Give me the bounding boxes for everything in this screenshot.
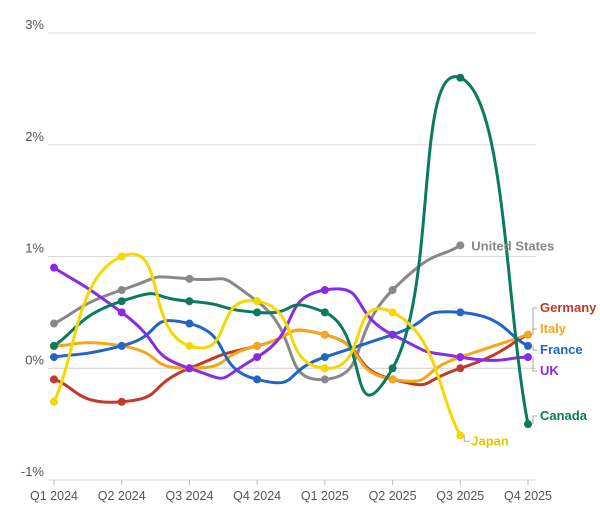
data-point-italy [320, 330, 329, 339]
data-point-uk [253, 353, 262, 362]
data-point-germany [50, 375, 58, 384]
series-line-canada [52, 75, 530, 426]
x-tick-label: Q1 2024 [30, 489, 78, 503]
label-connector-germany [532, 307, 537, 335]
data-point-france [524, 341, 532, 350]
data-point-canada [456, 73, 465, 82]
x-tick-label: Q2 2025 [369, 489, 417, 503]
data-point-france [456, 308, 465, 317]
series-label-united-states: United States [471, 238, 554, 253]
data-point-japan [50, 397, 58, 406]
data-point-germany [117, 397, 126, 406]
label-connector-uk [532, 357, 537, 372]
data-point-canada [50, 341, 58, 350]
data-point-italy [253, 341, 262, 350]
label-connector-italy [532, 328, 537, 335]
data-point-united-states [320, 375, 329, 384]
data-point-japan [320, 364, 329, 373]
data-point-japan [456, 431, 465, 440]
series-points [50, 73, 532, 440]
x-tick-label: Q4 2024 [233, 489, 281, 503]
data-point-united-states [185, 274, 194, 283]
data-point-japan [253, 297, 262, 306]
data-point-canada [253, 308, 262, 317]
data-point-france [185, 319, 194, 328]
data-point-united-states [388, 286, 397, 295]
data-point-uk [456, 353, 465, 362]
data-point-france [50, 353, 58, 362]
label-connector-france [532, 345, 537, 351]
data-point-united-states [50, 319, 58, 328]
x-axis: Q1 2024 Q2 2024 Q3 2024 Q4 2024 Q1 2025 Q2 20… [30, 480, 552, 503]
data-point-uk [524, 353, 532, 362]
data-point-japan [117, 252, 126, 261]
x-tick-label: Q2 2024 [98, 489, 146, 503]
series-label-canada: Canada [540, 408, 588, 423]
series-line-italy [52, 328, 530, 383]
series-line-uk [52, 266, 530, 380]
data-point-italy [388, 375, 397, 384]
x-tick-label: Q3 2025 [436, 489, 484, 503]
label-connector-japan [463, 435, 470, 442]
data-point-canada [117, 297, 126, 306]
series-label-italy: Italy [540, 321, 567, 336]
x-tick-label: Q4 2025 [504, 489, 552, 503]
y-tick-label: 0% [25, 352, 44, 367]
y-axis: 3% 2% 1% 0% -1% [21, 17, 45, 479]
data-point-italy [524, 330, 532, 339]
series-labels: United States Germany Italy France UK Canada J… [463, 238, 597, 448]
label-connector-canada [532, 415, 537, 425]
data-point-canada [320, 308, 329, 317]
data-point-uk [320, 286, 329, 295]
data-point-france [320, 353, 329, 362]
data-point-united-states [117, 286, 126, 295]
y-tick-label: -1% [21, 464, 45, 479]
data-point-uk [117, 308, 126, 317]
data-point-united-states [456, 241, 465, 250]
grid-layer [48, 32, 536, 481]
data-point-uk [185, 364, 194, 373]
y-tick-label: 1% [25, 241, 44, 256]
series-label-germany: Germany [540, 300, 597, 315]
x-tick-label: Q1 2025 [301, 489, 349, 503]
data-point-uk [50, 263, 58, 272]
data-point-france [117, 341, 126, 350]
data-point-canada [185, 297, 194, 306]
data-point-france [253, 375, 262, 384]
y-tick-label: 3% [25, 17, 44, 32]
y-tick-label: 2% [25, 129, 44, 144]
data-point-japan [388, 308, 397, 317]
series-label-japan: Japan [471, 433, 509, 448]
data-point-germany [456, 364, 465, 373]
x-tick-label: Q3 2024 [165, 489, 213, 503]
data-point-japan [185, 341, 194, 350]
series-label-france: France [540, 342, 583, 357]
series-label-uk: UK [540, 363, 559, 378]
data-point-canada [524, 420, 532, 429]
data-point-canada [388, 364, 397, 373]
data-point-uk [388, 330, 397, 339]
